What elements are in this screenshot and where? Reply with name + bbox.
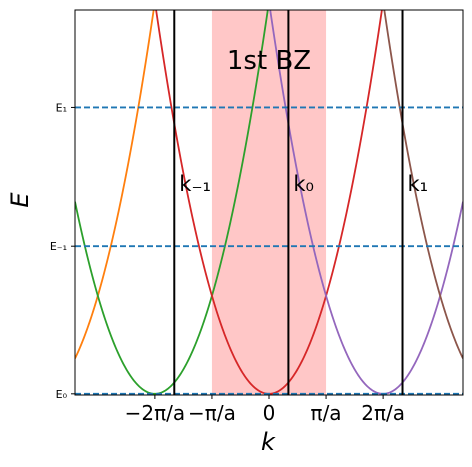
x-tick-label-2: 0 (263, 401, 276, 425)
x-axis-label: k (261, 428, 276, 456)
x-tick-label-4: 2π/a (361, 401, 405, 425)
band-curve-0 (75, 10, 155, 359)
x-tick-label-3: π/a (311, 401, 342, 425)
y-tick-label-1: E₋₁ (50, 240, 67, 253)
plot-area: k₋₁ k₀ k₁ 1st BZ (74, 9, 464, 396)
brillouin-zone (211, 10, 327, 395)
y-tick-label-2: E₁ (56, 101, 67, 114)
y-tick-label-0: E₀ (56, 388, 68, 401)
y-axis-label: E (6, 192, 34, 208)
brillouin-zone-label: 1st BZ (227, 46, 311, 76)
band-curve-4 (383, 10, 463, 359)
x-tick-label-0: −2π/a (125, 401, 186, 425)
k-line-label-1: k₀ (293, 172, 314, 196)
axis-ticks: −2π/a −π/a 0 π/a 2π/a E₀ E₋₁ E₁ (50, 101, 405, 425)
k-line-label-0: k₋₁ (179, 172, 211, 196)
band-curve-3 (269, 10, 463, 395)
x-tick-label-1: −π/a (188, 401, 236, 425)
k-line-label-2: k₁ (408, 172, 429, 196)
band-curve-1 (75, 10, 269, 395)
plot-clipped (75, 10, 463, 395)
